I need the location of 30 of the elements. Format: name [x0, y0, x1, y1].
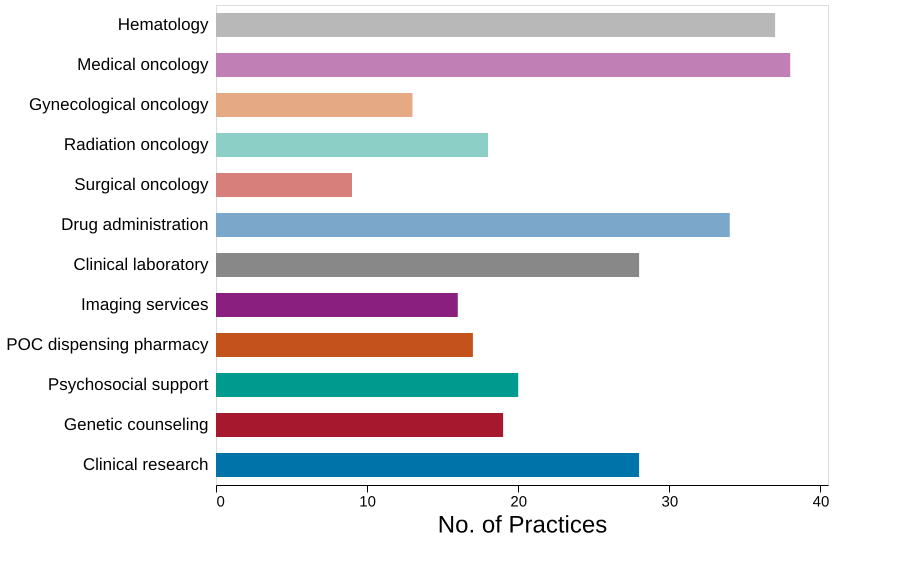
y-tick-label: Clinical laboratory: [73, 255, 209, 274]
bar: [216, 93, 412, 117]
x-tick-label: 10: [359, 494, 376, 510]
bar: [216, 333, 473, 357]
bar: [216, 413, 504, 437]
y-tick-label: Psychosocial support: [48, 375, 209, 394]
y-tick-label: Drug administration: [61, 215, 208, 234]
x-tick-label: 40: [812, 494, 830, 510]
x-tick-label: 30: [661, 494, 678, 510]
y-tick-label: Hematology: [118, 15, 209, 34]
bar: [216, 133, 488, 157]
y-tick-label: Gynecological oncology: [28, 95, 209, 114]
y-tick-label: Imaging services: [80, 295, 208, 314]
y-tick-label: Surgical oncology: [74, 175, 209, 194]
y-tick-label: Medical oncology: [77, 55, 209, 74]
bar: [216, 373, 518, 397]
bar: [216, 173, 352, 197]
bar: [216, 213, 730, 237]
bar: [216, 13, 776, 37]
y-tick-label: Radiation oncology: [64, 135, 209, 154]
y-tick-label: Clinical research: [82, 455, 208, 474]
x-tick-label: 20: [510, 494, 528, 510]
x-axis-title: No. of Practices: [438, 512, 608, 538]
y-tick-label: Genetic counseling: [64, 415, 208, 434]
bar: [216, 53, 790, 77]
bar: [216, 293, 458, 317]
bar: [216, 253, 640, 277]
x-tick-label: 0: [216, 494, 225, 510]
bar: [216, 453, 640, 477]
y-tick-label: POC dispensing pharmacy: [6, 335, 209, 354]
